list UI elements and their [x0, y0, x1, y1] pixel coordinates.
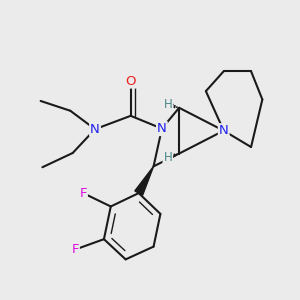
Polygon shape [135, 166, 154, 195]
Text: H: H [164, 98, 172, 111]
Text: N: N [90, 123, 100, 136]
Text: F: F [71, 243, 79, 256]
Text: H: H [164, 151, 172, 164]
Text: N: N [219, 124, 229, 137]
Text: F: F [80, 187, 87, 200]
Text: O: O [125, 74, 136, 88]
Text: N: N [157, 122, 167, 135]
